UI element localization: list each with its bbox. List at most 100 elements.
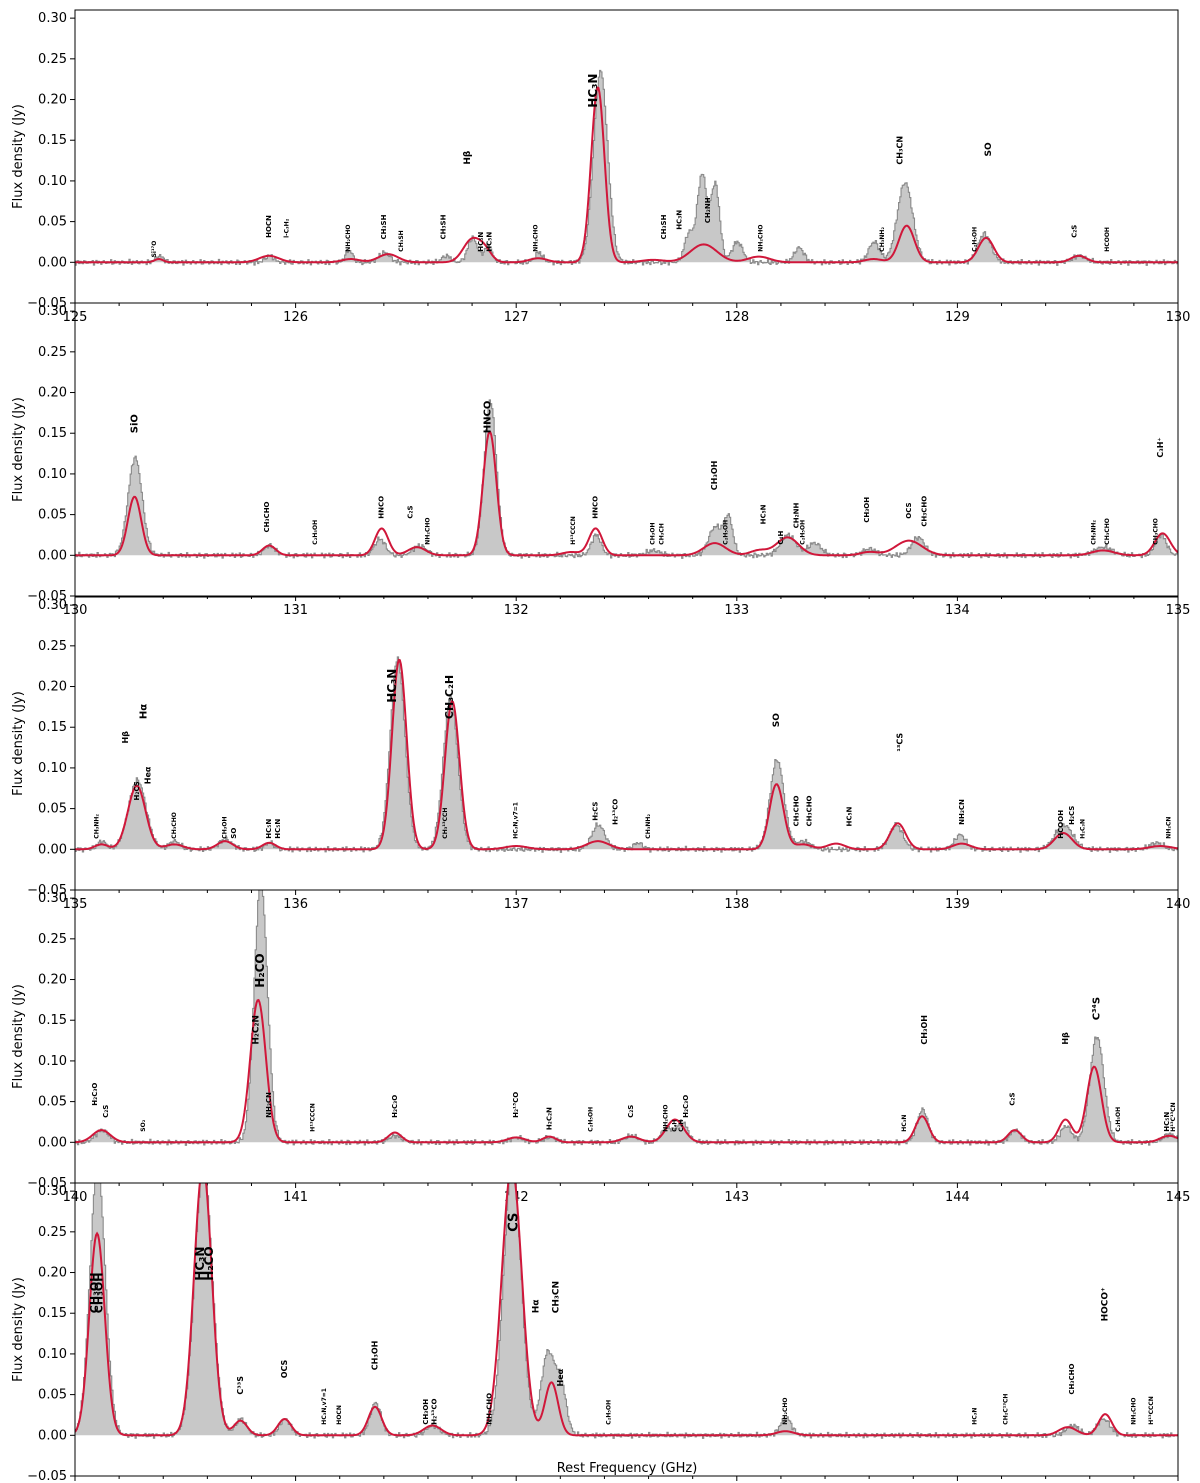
axes-frame [74,1182,1179,1477]
line-label: HC₃N,v7=1 [513,802,520,839]
line-label: SO [772,713,782,727]
line-label: CH₃OH [371,1341,380,1371]
y-tick-label: 0.25 [38,932,67,947]
line-label: CH₃SH [660,214,668,239]
line-label: Heα [143,766,152,784]
line-label: CH₃CH [658,523,665,544]
line-label: H₂CO [202,1246,216,1280]
y-tick-label: 0.30 [38,304,67,319]
line-label: C₂H₅OH [312,520,319,545]
line-label: HC₃N [675,210,683,230]
line-label: H¹³CCCN [1148,1396,1155,1425]
line-label: C³⁴S [1091,997,1102,1020]
y-tick-label: 0.05 [38,802,67,817]
y-tick-label: 0.05 [38,508,67,523]
y-axis-label: Flux density (Jy) [11,397,26,502]
line-label: HOCN [336,1405,343,1425]
line-label: CH₃OH [92,1273,105,1314]
line-label: Hα [138,704,149,719]
y-tick-label: 0.00 [38,255,67,270]
y-tick-label: 0.00 [38,548,67,563]
spectrum-panel-2: SiO CH₃CHO C₂H₅OH HNCO C₂S NH₂CHO HNCO H¹³CCCN H… [11,302,1190,618]
line-label: C₂H₅OH [972,227,979,252]
line-label: H₂C₃O [391,1095,399,1118]
line-label: CH₃OH [863,497,871,523]
line-label: CH₃OH [650,523,657,545]
line-label: CH₃OH [710,461,719,491]
line-label: Heα [556,1368,565,1386]
line-label: NH₂CHO [663,1104,670,1131]
y-tick-label: −0.05 [27,589,67,604]
y-tick-label: 0.10 [38,761,67,776]
line-label: CH₃NH₂ [879,227,886,252]
line-label: CS [507,1213,522,1232]
y-tick-label: 0.20 [38,680,67,695]
x-tick-label: 129 [945,310,970,325]
line-label: NH₂CHO [486,1393,494,1425]
line-label: CH₃SH [439,214,447,239]
line-label: HC₃N [385,669,399,703]
x-tick-label: 143 [724,1190,749,1205]
x-tick-label: 136 [283,897,308,912]
line-label: CH₃CHO [1152,518,1159,545]
line-label: HNCO [483,401,494,434]
line-label: HC₅N [1163,1112,1171,1132]
line-label: HCOOH [1104,227,1111,252]
line-label: CH₃CHO [171,812,178,839]
line-label: l-C₃H₂ [283,218,290,238]
observed-spectrum-line [75,1183,1178,1439]
line-label: C₄H [777,530,785,544]
y-tick-label: 0.10 [38,1054,67,1069]
line-label: CH₃C₂H [443,675,456,719]
y-tick-label: 0.00 [38,1135,67,1150]
x-tick-label: 141 [283,1190,308,1205]
y-tick-label: 0.00 [38,1428,67,1443]
line-label: CH₃NH₂ [1091,520,1098,545]
line-label: C₂S [102,1105,110,1118]
line-label: C₂S [627,1105,635,1118]
line-label: CH₃CHO [1068,1364,1076,1395]
y-axis-label: Flux density (Jy) [11,984,26,1089]
line-label: H₂C₃O [682,1095,690,1118]
line-label: H₂¹³CO [612,799,620,825]
y-tick-label: 0.20 [38,93,67,108]
line-label: CH₃OH [222,817,229,839]
line-label: SO₂ [140,1119,147,1131]
y-tick-label: 0.10 [38,1347,67,1362]
line-label: CH₃NH₂ [645,814,652,839]
y-tick-label: 0.10 [38,467,67,482]
y-axis-label: Flux density (Jy) [11,104,26,209]
line-label: NH₂CN [958,799,966,825]
line-label: CH₃OH [88,1273,101,1314]
observed-spectrum-line [75,656,1178,853]
line-label: NH₂CN [265,1092,273,1118]
x-tick-label: 139 [945,897,970,912]
line-label: CH₃CHO [1104,518,1111,545]
line-label: C₃H⁺ [1156,437,1165,457]
line-label: CH₃CHO [263,501,271,532]
line-label: CH₃CN [896,136,905,165]
line-label: HNCO [592,496,600,519]
line-label: HC₅N [477,232,485,252]
line-label: NH₂CHO [345,224,352,251]
line-label: Hα [532,1299,542,1313]
line-label: CH₃¹³CCH [442,808,449,839]
y-tick-label: 0.25 [38,345,67,360]
line-label: CH₃NH₂ [94,814,101,839]
line-label: NH₂CHO [758,224,765,251]
line-label: SiO [130,414,141,433]
line-label: CH₃SH [398,230,405,251]
x-tick-label: 138 [724,897,749,912]
y-tick-label: 0.15 [38,133,67,148]
line-label: H¹³CCCN [570,516,577,545]
line-label: CH₃CHO [792,795,800,826]
line-label: C₂H₅OH [588,1107,595,1132]
y-tick-label: 0.30 [38,11,67,26]
x-tick-label: 132 [504,603,529,618]
observed-spectrum-fill [75,399,1178,559]
line-label: CH₃CHO [920,496,928,527]
y-tick-label: 0.25 [38,639,67,654]
